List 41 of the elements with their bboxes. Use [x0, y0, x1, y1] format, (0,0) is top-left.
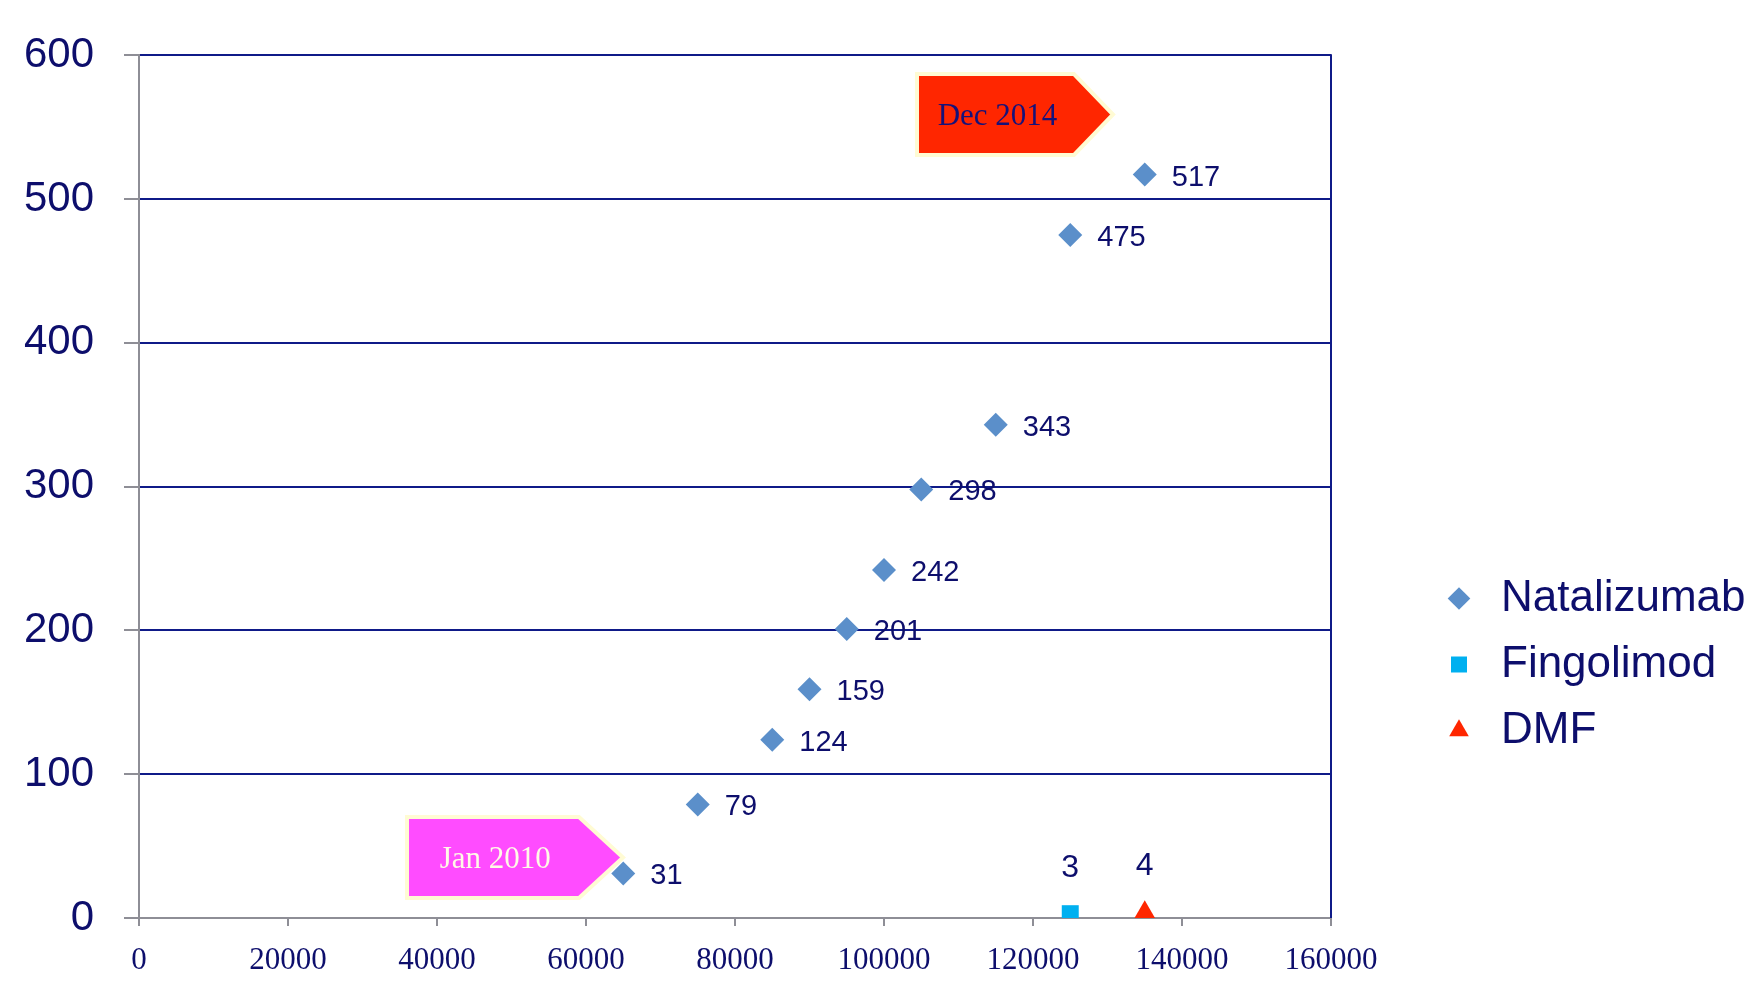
- y-tick-label: 300: [23, 460, 94, 508]
- data-label: 31: [650, 858, 683, 891]
- x-tick-label: 0: [131, 940, 147, 976]
- x-tick-label: 120000: [986, 940, 1080, 976]
- point: [1058, 222, 1083, 247]
- point: [611, 861, 636, 886]
- legend-label: DMF: [1501, 702, 1597, 752]
- x-tick-label: 40000: [398, 940, 476, 976]
- point: [834, 616, 859, 641]
- x-tick-label: 80000: [696, 940, 774, 976]
- y-tick-label: 0: [70, 891, 94, 939]
- data-label: 517: [1171, 159, 1221, 192]
- point: [872, 558, 896, 582]
- data-label: 242: [911, 555, 960, 587]
- x-tick-label: 60000: [547, 940, 625, 976]
- annotation: Jan 2010: [438, 838, 552, 877]
- data-label: 4: [1135, 846, 1154, 883]
- legend-label: Fingolimod: [1501, 636, 1717, 686]
- data-label: 3: [1061, 847, 1080, 884]
- data-label: 79: [724, 789, 758, 822]
- point: [909, 477, 934, 502]
- data-label: 159: [836, 674, 885, 707]
- y-tick-label: 100: [23, 747, 94, 795]
- y-tick-label: 500: [23, 172, 94, 220]
- point: [983, 412, 1008, 437]
- point: [797, 677, 822, 702]
- x-tick-label: 20000: [249, 940, 327, 976]
- annotation: Dec 2014: [936, 96, 1059, 134]
- data-label: 124: [799, 724, 848, 757]
- point: [685, 792, 710, 817]
- data-label: 343: [1022, 409, 1072, 442]
- y-tick-label: 400: [23, 316, 94, 364]
- x-tick-label: 140000: [1135, 940, 1229, 976]
- x-tick-label: 160000: [1284, 940, 1378, 976]
- legend-label: Natalizumab: [1501, 570, 1746, 620]
- data-label: 475: [1097, 219, 1146, 252]
- point: [1132, 162, 1157, 187]
- x-tick-label: 100000: [837, 940, 931, 976]
- y-tick-label: 600: [23, 28, 94, 76]
- point: [760, 727, 785, 752]
- y-tick-label: 200: [23, 603, 94, 651]
